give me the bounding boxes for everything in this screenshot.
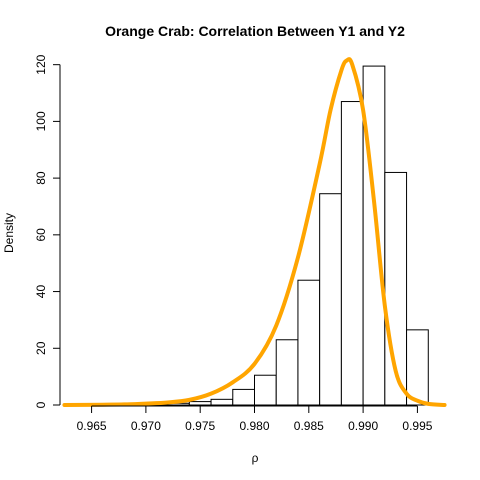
x-tick-label: 0.970 [131, 419, 161, 433]
histogram-bar [232, 388, 255, 406]
x-tick-label: 0.975 [185, 419, 215, 433]
histogram-bar [297, 279, 321, 406]
histogram-bar [210, 398, 234, 406]
y-tick-label: 100 [34, 111, 48, 131]
y-tick-label: 120 [34, 54, 48, 74]
histogram-bar [275, 339, 299, 406]
histogram-bar [340, 101, 364, 406]
x-tick-label: 0.995 [402, 419, 432, 433]
histogram-bar [362, 65, 386, 406]
y-axis-label: Density [2, 213, 16, 253]
x-axis: 0.965 0.970 0.975 0.980 0.985 0.990 0.995 [77, 405, 433, 433]
histogram-bar [254, 374, 277, 406]
y-tick-label: 40 [34, 285, 48, 299]
x-tick-label: 0.965 [77, 419, 107, 433]
density-curve [62, 57, 447, 407]
y-tick-label: 20 [34, 341, 48, 355]
x-tick-label: 0.985 [294, 419, 324, 433]
y-tick-label: 80 [34, 171, 48, 185]
y-tick-label: 0 [34, 401, 48, 408]
histogram-bar [406, 329, 429, 406]
x-tick-label: 0.980 [239, 419, 269, 433]
histogram-bar [188, 401, 212, 406]
y-tick-label: 60 [34, 228, 48, 242]
histogram-bars [123, 65, 429, 406]
histogram-bar [319, 193, 342, 406]
chart-title: Orange Crab: Correlation Between Y1 and … [105, 23, 405, 39]
x-axis-label: ρ [252, 451, 259, 465]
y-axis: 0 20 40 60 80 100 120 [34, 54, 61, 408]
x-tick-label: 0.990 [348, 419, 378, 433]
